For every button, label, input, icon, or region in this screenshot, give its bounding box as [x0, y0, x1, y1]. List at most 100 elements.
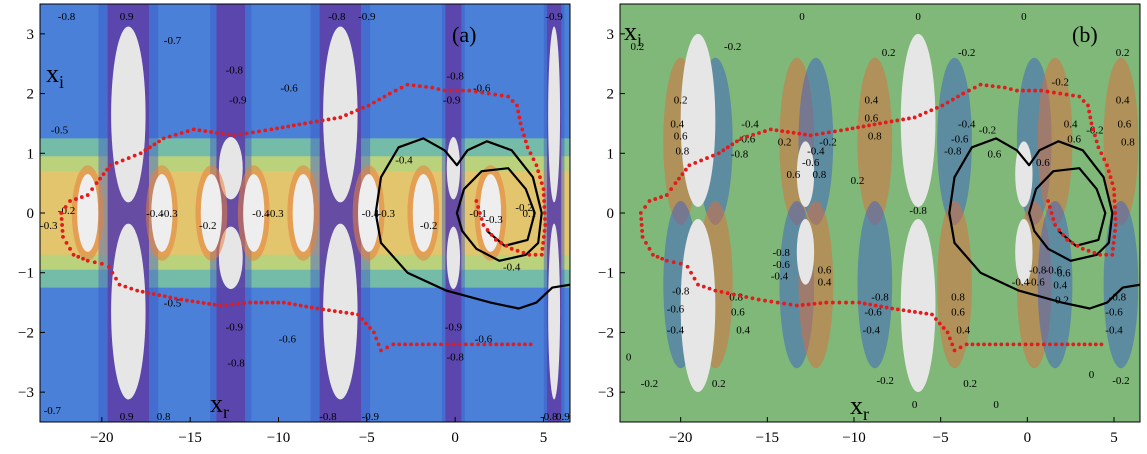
- panel-b-pale-lower-3: [1015, 218, 1033, 285]
- panel-a-red-point: [364, 321, 368, 326]
- panel-a-red-point: [157, 139, 161, 144]
- panel-a-xtick-label: 0: [451, 430, 459, 446]
- panel-a-red-point: [523, 342, 527, 347]
- panel-a-lobe-upper-1: [218, 137, 243, 200]
- panel-b-red-point: [1017, 342, 1022, 347]
- panel-a-red-point: [293, 302, 297, 307]
- panel-b-red-point: [845, 127, 849, 132]
- panel-b-contour-label: 0: [915, 11, 921, 23]
- panel-a-red-point: [308, 120, 313, 125]
- panel-b-xtick-label: −10: [842, 430, 865, 446]
- panel-a-red-point: [430, 85, 435, 90]
- panel-b-red-point: [1054, 342, 1058, 347]
- panel-b-red-point: [639, 223, 644, 227]
- panel-a-red-point: [541, 193, 546, 197]
- panel-b-red-point: [797, 131, 802, 136]
- panel-b-ytick-label: −1: [598, 266, 614, 282]
- panel-b-red-point: [978, 82, 983, 87]
- panel-b-red-point: [1065, 237, 1070, 242]
- panel-a-red-point: [265, 300, 269, 305]
- panel-b-red-point: [1080, 246, 1085, 251]
- panel-b-contour-label: 0.2: [674, 95, 688, 107]
- panel-b-xtick-label: 5: [1110, 430, 1118, 446]
- panel-b-contour-label: 0.6: [1067, 133, 1081, 145]
- panel-a-red-point: [114, 160, 119, 165]
- panel-a-red-point: [212, 302, 217, 307]
- panel-b-red-point: [1065, 342, 1070, 347]
- panel-a-red-point: [499, 93, 504, 98]
- panel-a-red-point: [485, 228, 490, 232]
- panel-a-red-point: [451, 342, 456, 347]
- panel-b-red-point: [1015, 88, 1019, 93]
- panel-a-contour-label: -0.8: [446, 71, 464, 83]
- panel-b-red-point: [640, 234, 645, 239]
- panel-b-contour-label: -0.6: [667, 304, 685, 316]
- panel-a-lobe-upper-0: [111, 26, 146, 203]
- panel-a: -0.8 0.9-0.7-0.8 -0.9-0.8-0.9-0.8-0.9-0.6-…: [18, 3, 571, 446]
- panel-b-contour-label: -0.8: [772, 247, 790, 259]
- panel-a-red-point: [203, 129, 208, 134]
- panel-b-red-point: [934, 106, 939, 110]
- panel-b-black-curve-path: [948, 137, 1140, 310]
- panel-b-contour-label: 0.2: [778, 136, 792, 148]
- panel-b-red-point: [1029, 342, 1034, 347]
- panel-b-red-point: [970, 342, 975, 347]
- panel-a-red-point: [518, 121, 523, 126]
- panel-b-red-point: [669, 187, 674, 192]
- panel-b-red-point: [677, 176, 681, 181]
- panel-b-red-point: [867, 123, 871, 128]
- panel-a-ring-center-6: [412, 174, 434, 252]
- panel-a-red-point: [120, 158, 125, 163]
- panel-b-contour-label: -0.6: [738, 133, 756, 145]
- panel-b-red-point: [775, 300, 780, 305]
- panel-b-red-point: [1099, 151, 1104, 156]
- panel-b-contour-label: 0.4: [956, 324, 970, 336]
- panel-b-contour-label: 0.8: [676, 145, 690, 157]
- panel-b-red-point: [659, 195, 663, 199]
- panel-b-red-point: [769, 299, 774, 304]
- panel-a-red-point: [480, 90, 485, 95]
- panel-b-contour-label: 0.8: [729, 292, 743, 304]
- panel-a-red-point: [275, 126, 279, 131]
- panel-b-contour-label: -0.8: [871, 292, 889, 304]
- panel-b-contour-label: 0.4: [1053, 280, 1067, 292]
- panel-b-red-point: [782, 301, 786, 306]
- panel-a-red-point: [393, 88, 398, 93]
- panel-b-red-point: [1099, 342, 1104, 347]
- panel-b-red-point: [791, 130, 796, 135]
- panel-a-red-point: [269, 127, 274, 132]
- panel-a-black-curve: [374, 137, 570, 310]
- panel-b-red-point: [683, 167, 688, 172]
- panel-b-red-point: [1023, 342, 1028, 347]
- panel-b-ytick-label: −2: [598, 325, 614, 341]
- panel-a-contour-label: -0.6: [279, 333, 297, 345]
- panel-b-red-point: [818, 301, 823, 306]
- panel-b-label: (b): [1072, 22, 1098, 47]
- panel-a-red-point: [61, 234, 65, 239]
- panel-b-red-point: [644, 240, 648, 245]
- panel-a-red-point: [143, 148, 148, 153]
- panel-b-ytick-label: 0: [607, 206, 615, 222]
- panel-b-contour-label: -0.6: [864, 307, 882, 319]
- panel-b-red-point: [1096, 145, 1101, 150]
- panel-a-red-point: [527, 252, 532, 257]
- panel-a-red-point: [489, 232, 494, 237]
- panel-b-contour-label: 0: [799, 11, 805, 23]
- panel-b-ytick-label: 3: [607, 27, 615, 43]
- panel-b-red-point: [1086, 248, 1091, 253]
- panel-a-red-point: [511, 342, 516, 347]
- panel-a-red-point: [201, 301, 206, 305]
- panel-a-red-point: [436, 87, 441, 91]
- panel-a-contour-label: 0.9: [120, 11, 134, 23]
- panel-a-column-3: [445, 4, 462, 422]
- panel-b-red-point: [744, 295, 749, 299]
- panel-b-contour-label: 0.8: [951, 292, 965, 304]
- panel-a-red-point: [59, 217, 64, 221]
- panel-b-red-point: [643, 205, 648, 209]
- panel-a-ring-center-5: [358, 174, 380, 252]
- panel-b-red-point: [945, 100, 950, 105]
- panel-b-red-point: [1021, 88, 1025, 93]
- panel-b-red-point: [941, 326, 946, 330]
- panel-a-red-point: [536, 169, 541, 174]
